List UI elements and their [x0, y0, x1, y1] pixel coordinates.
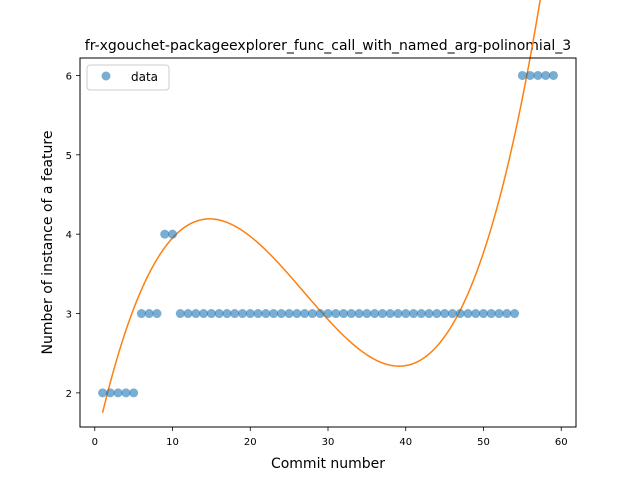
x-axis-ticks: 0 10 20 30 40 50 60: [92, 427, 568, 448]
data-point: [517, 70, 527, 80]
legend-marker: [101, 71, 111, 81]
data-point: [510, 309, 520, 319]
x-tick-label: 30: [322, 437, 335, 448]
x-axis-label: Commit number: [271, 456, 385, 472]
data-point: [315, 309, 325, 319]
data-point: [206, 309, 216, 319]
data-point: [300, 309, 310, 319]
data-point: [346, 309, 356, 319]
data-point: [385, 309, 395, 319]
data-point: [401, 309, 411, 319]
data-point: [261, 309, 271, 319]
data-point: [230, 309, 240, 319]
x-tick-label: 20: [244, 437, 257, 448]
y-tick-label: 3: [66, 310, 72, 321]
data-point: [440, 309, 450, 319]
data-point: [284, 309, 294, 319]
fit-curve: [101, 0, 541, 414]
chart-title: fr-xgouchet-packageexplorer_func_call_wi…: [85, 38, 571, 54]
x-tick-label: 0: [92, 437, 98, 448]
fit-curve-group: [101, 0, 541, 414]
data-point: [214, 309, 224, 319]
y-tick-label: 2: [66, 389, 72, 400]
data-point: [502, 309, 512, 319]
legend: data: [86, 64, 170, 91]
data-point: [237, 309, 247, 319]
data-point: [463, 309, 473, 319]
data-point: [424, 309, 434, 319]
data-point: [377, 309, 387, 319]
data-point: [152, 309, 162, 319]
data-points: [98, 70, 558, 398]
data-point: [168, 229, 178, 239]
y-tick-label: 5: [66, 151, 72, 162]
data-point: [525, 70, 535, 80]
legend-box: [86, 64, 170, 91]
data-point: [191, 309, 201, 319]
plot-frame: [79, 57, 577, 428]
data-point: [432, 309, 442, 319]
data-point: [199, 309, 209, 319]
data-point: [292, 309, 302, 319]
x-tick-label: 50: [477, 437, 490, 448]
data-point: [471, 309, 481, 319]
data-point: [455, 309, 465, 319]
data-point: [494, 309, 504, 319]
data-point: [175, 309, 185, 319]
data-point: [136, 309, 146, 319]
x-tick-label: 60: [555, 437, 568, 448]
data-point: [276, 309, 286, 319]
data-point: [362, 309, 372, 319]
x-tick-label: 40: [399, 437, 412, 448]
y-tick-label: 6: [66, 71, 72, 82]
data-point: [409, 309, 419, 319]
data-point: [245, 309, 255, 319]
data-point: [541, 70, 551, 80]
data-point: [331, 309, 341, 319]
data-point: [447, 309, 457, 319]
x-tick-label: 10: [166, 437, 179, 448]
legend-entry-data: data: [131, 70, 158, 84]
data-point: [354, 309, 364, 319]
data-point: [129, 388, 139, 398]
data-point: [98, 388, 108, 398]
data-point: [222, 309, 232, 319]
data-point: [307, 309, 317, 319]
data-point: [121, 388, 131, 398]
data-point: [183, 309, 193, 319]
data-point: [416, 309, 426, 319]
data-point: [533, 70, 543, 80]
data-point: [486, 309, 496, 319]
data-point: [269, 309, 279, 319]
data-point: [548, 70, 558, 80]
data-point: [105, 388, 115, 398]
y-axis-ticks: 2 3 4 5 6: [66, 71, 80, 400]
data-point: [113, 388, 123, 398]
data-point: [370, 309, 380, 319]
data-point: [339, 309, 349, 319]
y-axis-label: Number of instance of a feature: [40, 131, 56, 355]
y-tick-label: 4: [66, 230, 72, 241]
data-point: [160, 229, 170, 239]
data-point: [144, 309, 154, 319]
data-point: [253, 309, 263, 319]
data-point: [393, 309, 403, 319]
data-point: [478, 309, 488, 319]
data-point: [323, 309, 333, 319]
